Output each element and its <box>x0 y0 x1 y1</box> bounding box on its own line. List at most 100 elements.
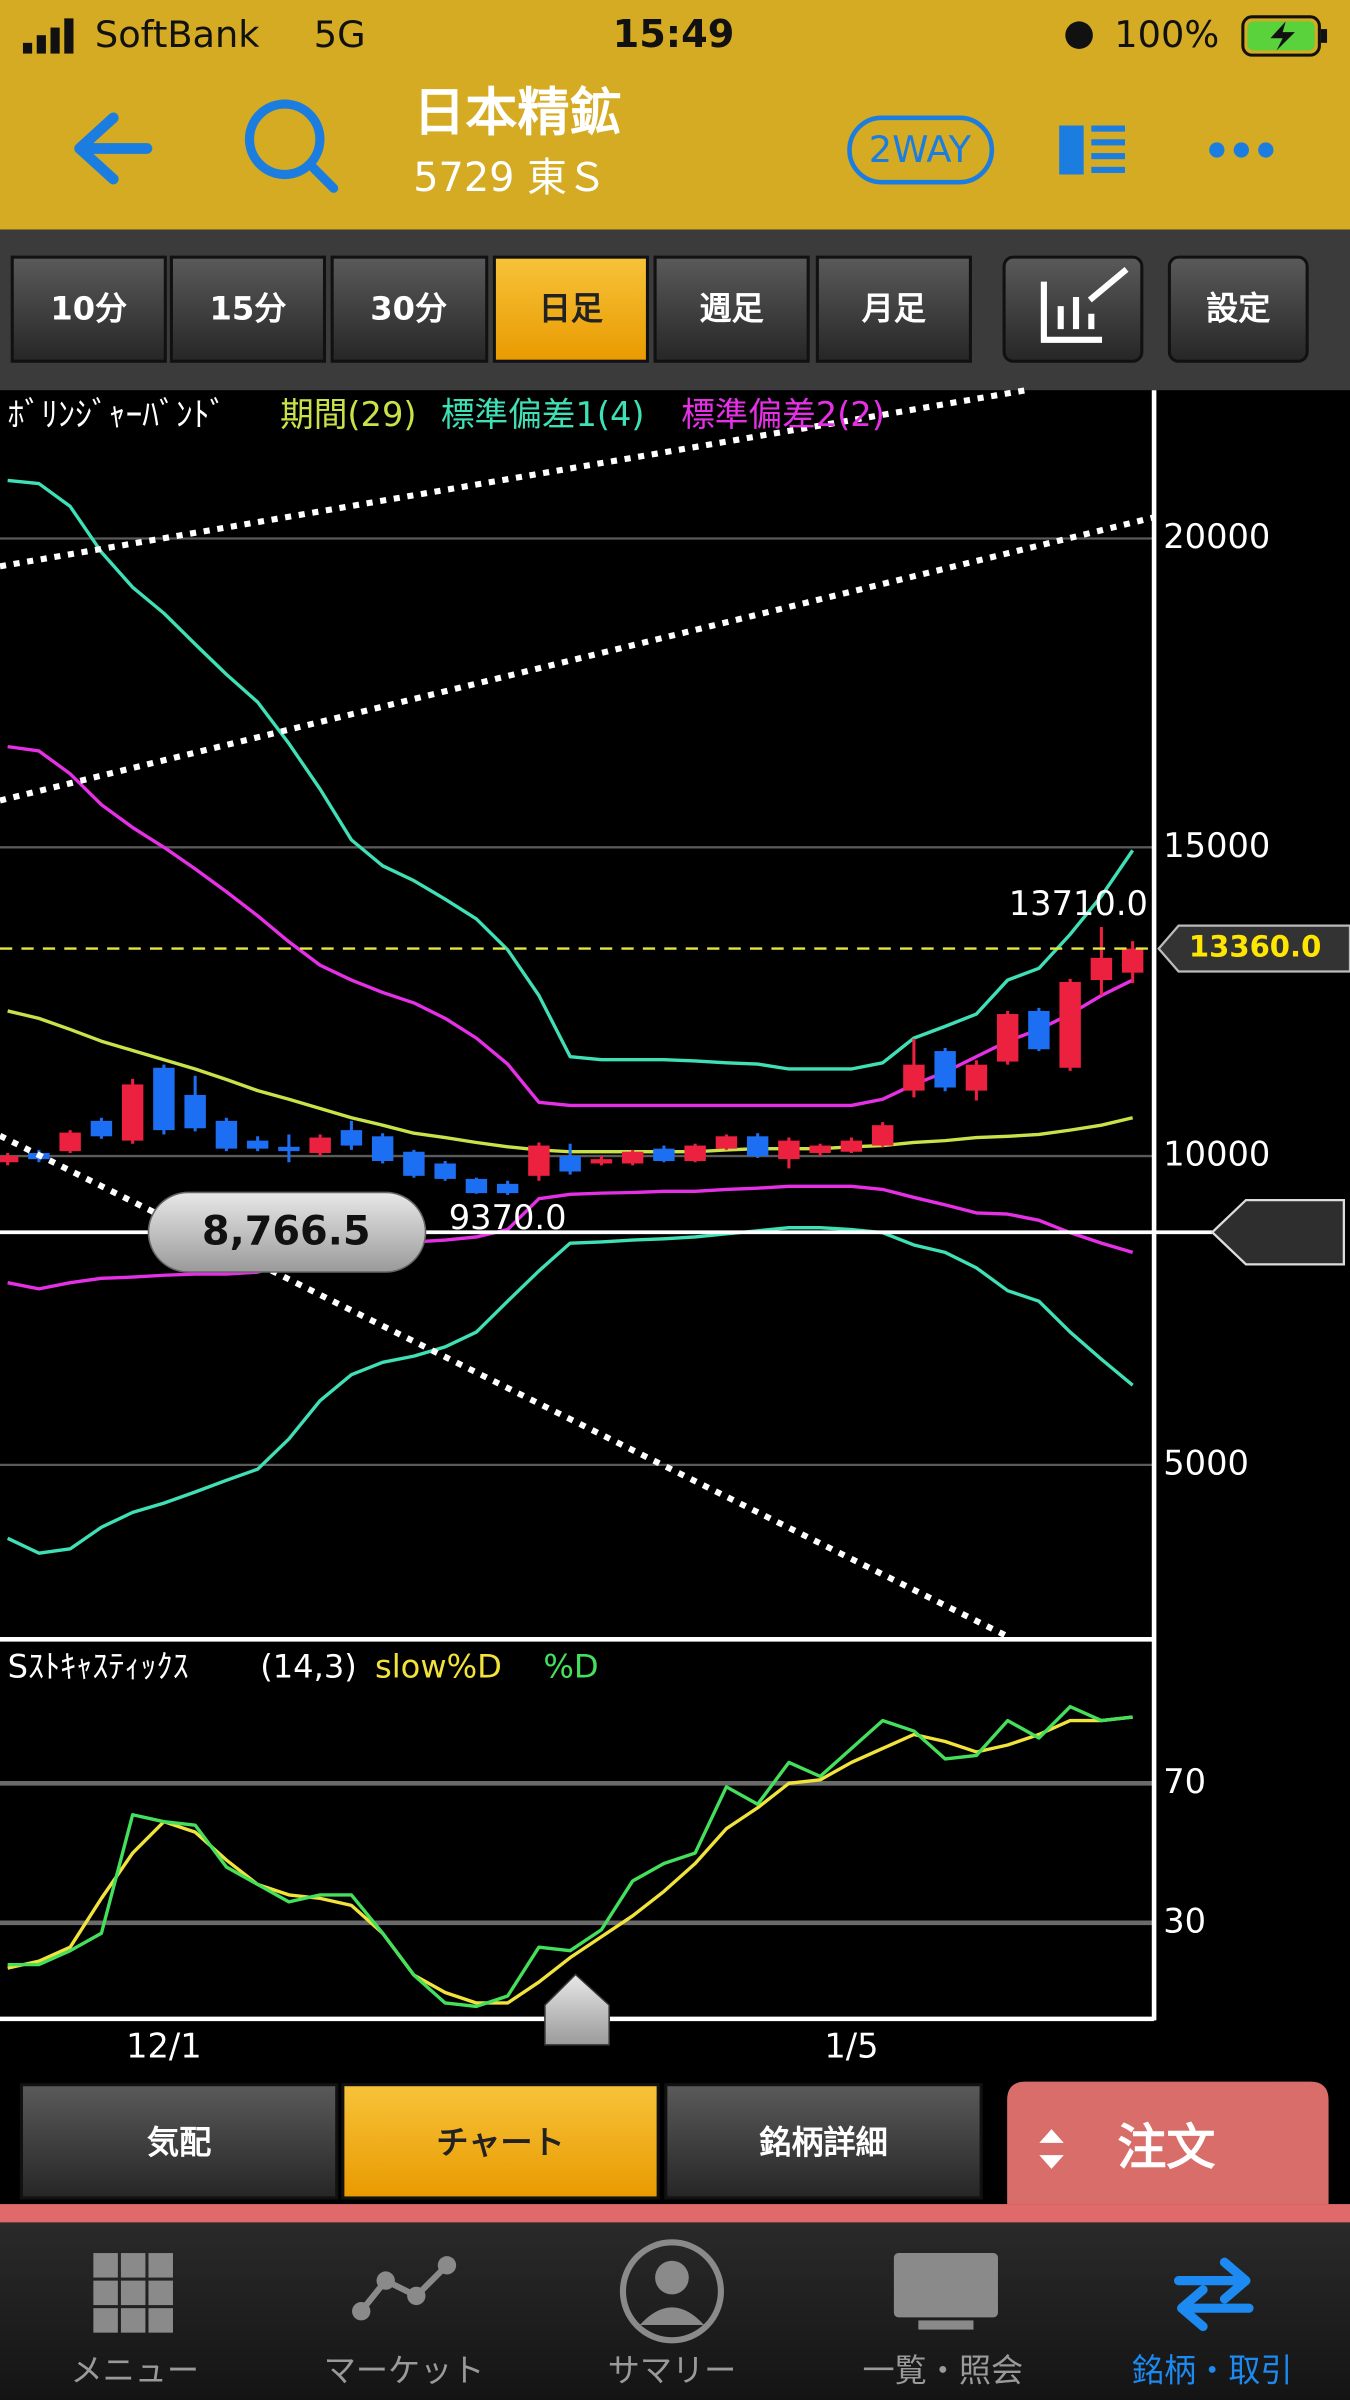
y-tick-label: 30 <box>1163 1901 1206 1940</box>
candle-body <box>1059 981 1081 1068</box>
candle-body <box>528 1145 550 1176</box>
period-tab-label: 日足 <box>539 290 603 328</box>
crosshair-pill <box>147 1191 427 1273</box>
carrier: SoftBank <box>95 13 260 56</box>
candle-body <box>934 1051 956 1088</box>
search-button[interactable] <box>244 99 339 193</box>
nav-trade[interactable]: 銘柄・取引 <box>1132 2257 1293 2389</box>
y-tick-label: 20000 <box>1163 517 1270 556</box>
y-tick-label: 10000 <box>1163 1135 1270 1174</box>
bottom-tab[interactable] <box>664 2083 983 2200</box>
candle-body <box>215 1120 238 1149</box>
order-label: 注文 <box>1117 2119 1215 2176</box>
candle-body <box>840 1140 863 1152</box>
x-tick-label: 1/5 <box>824 2026 878 2065</box>
legend-item: Sｽﾄｷｬｽﾃｨｯｸｽ <box>8 1647 189 1685</box>
scroll-handle[interactable] <box>544 1973 610 2046</box>
indicator-line <box>7 1704 1133 2009</box>
candle-body <box>1090 957 1113 981</box>
candle-body <box>90 1120 113 1137</box>
candle-body <box>340 1130 363 1146</box>
legend-item: (14,3) <box>260 1647 357 1685</box>
period-tab[interactable] <box>815 255 972 363</box>
candle-body <box>621 1151 644 1164</box>
period-tab[interactable] <box>10 255 167 363</box>
candle-body <box>496 1183 519 1194</box>
indicator-line <box>7 1715 1133 2005</box>
period-tab-label: 30分 <box>370 290 447 328</box>
last-price-tag <box>1157 924 1350 973</box>
candle-body <box>903 1064 925 1091</box>
order-icon <box>1039 2129 1064 2169</box>
period-tab[interactable] <box>330 255 489 363</box>
candle-body <box>434 1163 456 1179</box>
legend-item: 期間(29) <box>280 395 416 434</box>
period-tab-selected[interactable] <box>492 255 649 363</box>
period-tab[interactable] <box>169 255 327 363</box>
legend-item: slow%D <box>375 1647 502 1685</box>
candle-body <box>403 1151 425 1176</box>
legend-item: 標準偏差1(4) <box>441 395 645 434</box>
candle-body <box>746 1136 769 1157</box>
indicator-line <box>6 1226 1134 1555</box>
candle-body <box>778 1140 800 1160</box>
bottom-tab[interactable] <box>19 2083 339 2200</box>
trend-lines <box>0 387 1155 1641</box>
candle-body <box>996 1014 1019 1062</box>
twoway-button[interactable] <box>847 115 995 185</box>
nav-market[interactable]: マーケット <box>324 2256 485 2389</box>
signal-icon <box>22 18 74 54</box>
bottom-tab-selected[interactable] <box>341 2083 660 2200</box>
candle-body <box>59 1132 81 1152</box>
bottom-tab-label: 気配 <box>147 2123 211 2161</box>
nav-summary[interactable]: サマリー <box>608 2239 737 2389</box>
clock: 15:49 <box>613 12 735 57</box>
back-button[interactable] <box>74 112 153 185</box>
stock-code: 5729 東Ｓ <box>413 155 606 201</box>
candle-body <box>559 1156 581 1172</box>
stock-name: 日本精鉱 <box>413 83 621 143</box>
settings-button[interactable] <box>1167 255 1309 363</box>
y-tick-label: 15000 <box>1163 826 1270 865</box>
order-button[interactable] <box>1007 2081 1329 2205</box>
candle-body <box>465 1178 488 1194</box>
y-tick-label: 5000 <box>1163 1443 1249 1482</box>
last-price-label: 13360.0 <box>1189 930 1321 964</box>
crosshair-tag <box>1210 1198 1346 1266</box>
bottom-tab-label: チャート <box>436 2123 564 2161</box>
order-strip <box>0 2204 1350 2223</box>
alarm-icon <box>1065 21 1093 49</box>
chart-overlay: 5000 10000 15000 20000 30 70 12/1 1/5 ﾎﾞﾘﾝｼﾞｬｰﾊﾞ… <box>0 395 1350 2065</box>
battery-icon <box>1241 15 1328 57</box>
period-tab-label: 週足 <box>700 290 764 328</box>
candle-body <box>246 1140 269 1149</box>
period-tab-label: 月足 <box>862 290 926 328</box>
settings-label: 設定 <box>1206 290 1270 328</box>
candle-body <box>371 1136 394 1162</box>
y-tick-label: 70 <box>1163 1762 1206 1801</box>
board-button[interactable] <box>1059 125 1125 175</box>
period-tab[interactable] <box>653 255 810 363</box>
candle-body <box>121 1084 144 1141</box>
legend-item: ﾎﾞﾘﾝｼﾞｬｰﾊﾞﾝﾄﾞ <box>8 395 227 434</box>
draw-tool-icon <box>1040 267 1129 343</box>
chart <box>0 478 1155 2009</box>
candle-body <box>809 1145 831 1153</box>
more-button[interactable] <box>1209 142 1274 158</box>
indicator-line <box>7 1184 1134 1291</box>
candle-body <box>0 1156 19 1163</box>
candle-body <box>153 1067 175 1131</box>
nav-label: メニュー <box>70 2351 199 2389</box>
period-tab-label: 15分 <box>210 290 287 328</box>
nav-label: 一覧・照会 <box>863 2351 1024 2389</box>
candle-body <box>278 1146 300 1152</box>
nav-label: マーケット <box>324 2351 485 2389</box>
nav-menu[interactable]: メニュー <box>70 2253 199 2389</box>
candle-body <box>653 1148 675 1162</box>
nav-list[interactable]: 一覧・照会 <box>863 2253 1024 2389</box>
candle-body <box>715 1136 738 1149</box>
x-tick-label: 12/1 <box>126 2026 202 2065</box>
network: 5G <box>314 13 366 56</box>
